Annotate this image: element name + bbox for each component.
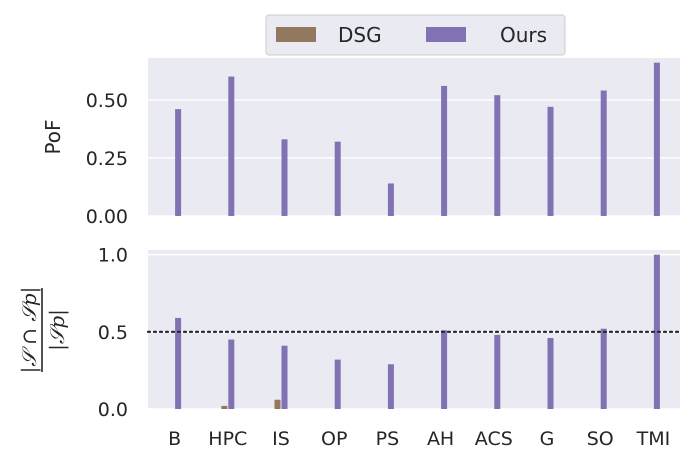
top-bar-ours-hpc (228, 76, 235, 217)
top-bar-ours-ah (441, 85, 448, 216)
x-tick-label-b: B (168, 428, 181, 450)
top-y-axis-label: PoF (41, 119, 65, 154)
x-tick-label-hpc: HPC (208, 428, 247, 450)
x-tick-label-ps: PS (376, 428, 400, 450)
top-bar-ours-ps (387, 183, 394, 216)
top-y-tick-label: 0.25 (86, 148, 128, 170)
legend-swatch-dsg (276, 27, 316, 42)
top-bar-ours-acs (494, 95, 501, 216)
bottom-plot-area (148, 250, 680, 409)
legend-label-ours: Ours (500, 23, 547, 47)
bottom-bar-ours-so (600, 328, 607, 409)
legend: DSG Ours (265, 14, 566, 56)
x-tick-label-ah: AH (427, 428, 454, 450)
bottom-bar-dsg-hpc (221, 405, 228, 409)
bottom-bar-dsg-is (274, 399, 281, 409)
bottom-y-label-numerator: |𝒮 ∩ 𝒮p| (17, 287, 42, 374)
top-bar-ours-so (600, 90, 607, 216)
x-tick-label-so: SO (587, 428, 614, 450)
top-y-tick-label: 0.00 (86, 206, 128, 228)
legend-label-dsg: DSG (338, 23, 382, 47)
top-bar-ours-g (547, 106, 554, 216)
legend-frame (265, 14, 566, 56)
top-bar-ours-tmi (653, 62, 660, 216)
bottom-y-tick-label: 1.0 (98, 245, 128, 267)
bottom-bar-ours-g (547, 337, 554, 409)
top-y-tick-label: 0.50 (86, 90, 128, 112)
bottom-bar-ours-is (281, 345, 288, 409)
bottom-y-label-denominator: |𝒮p| (45, 309, 70, 351)
bottom-bar-ours-ps (387, 364, 394, 409)
top-bar-ours-b (175, 109, 182, 216)
top-panel: 0.00 0.25 0.50 (86, 58, 680, 228)
x-tick-label-tmi: TMI (636, 428, 671, 450)
bottom-bar-ours-hpc (228, 339, 235, 409)
x-tick-label-op: OP (321, 428, 347, 450)
top-bar-ours-op (334, 141, 341, 216)
top-bar-ours-is (281, 139, 288, 216)
bottom-bar-ours-op (334, 359, 341, 409)
bottom-bar-ours-b (175, 317, 182, 409)
legend-swatch-ours (426, 27, 466, 42)
bottom-y-axis-label: |𝒮 ∩ 𝒮p| |𝒮p| (17, 287, 70, 374)
bottom-bar-ours-acs (494, 334, 501, 409)
bottom-y-tick-label: 0.0 (98, 399, 128, 421)
bottom-y-tick-label: 0.5 (98, 322, 128, 344)
x-tick-label-g: G (540, 428, 555, 450)
x-tick-label-is: IS (272, 428, 290, 450)
top-plot-area (148, 58, 680, 216)
bottom-panel: 0.0 0.5 1.0 B HPC IS OP PS AH ACS G SO TMI (98, 245, 682, 450)
bottom-bar-ours-ah (441, 330, 448, 409)
x-tick-label-acs: ACS (475, 428, 513, 450)
